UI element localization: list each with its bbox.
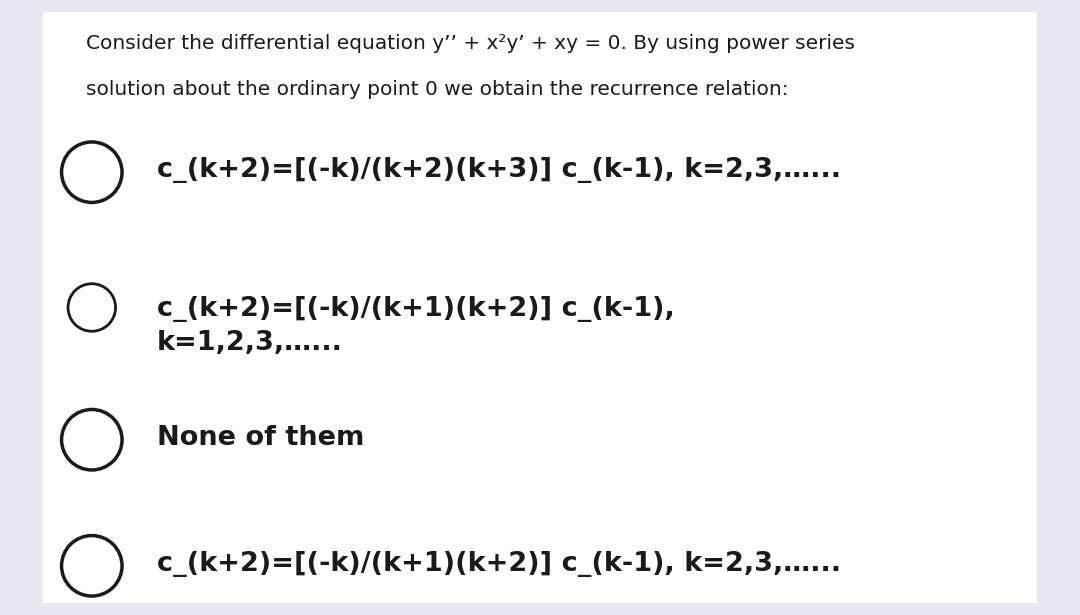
Text: None of them: None of them [157, 424, 364, 451]
Text: c_(k+2)=[(-k)/(k+2)(k+3)] c_(k-1), k=2,3,…...: c_(k+2)=[(-k)/(k+2)(k+3)] c_(k-1), k=2,3… [157, 157, 840, 183]
Text: Consider the differential equation y’’ + x²y’ + xy = 0. By using power series: Consider the differential equation y’’ +… [86, 34, 855, 53]
FancyBboxPatch shape [43, 12, 1037, 603]
Text: c_(k+2)=[(-k)/(k+1)(k+2)] c_(k-1), k=2,3,…...: c_(k+2)=[(-k)/(k+1)(k+2)] c_(k-1), k=2,3… [157, 550, 840, 577]
Text: c_(k+2)=[(-k)/(k+1)(k+2)] c_(k-1),
k=1,2,3,…...: c_(k+2)=[(-k)/(k+1)(k+2)] c_(k-1), k=1,2… [157, 296, 674, 355]
Text: solution about the ordinary point 0 we obtain the recurrence relation:: solution about the ordinary point 0 we o… [86, 80, 789, 99]
